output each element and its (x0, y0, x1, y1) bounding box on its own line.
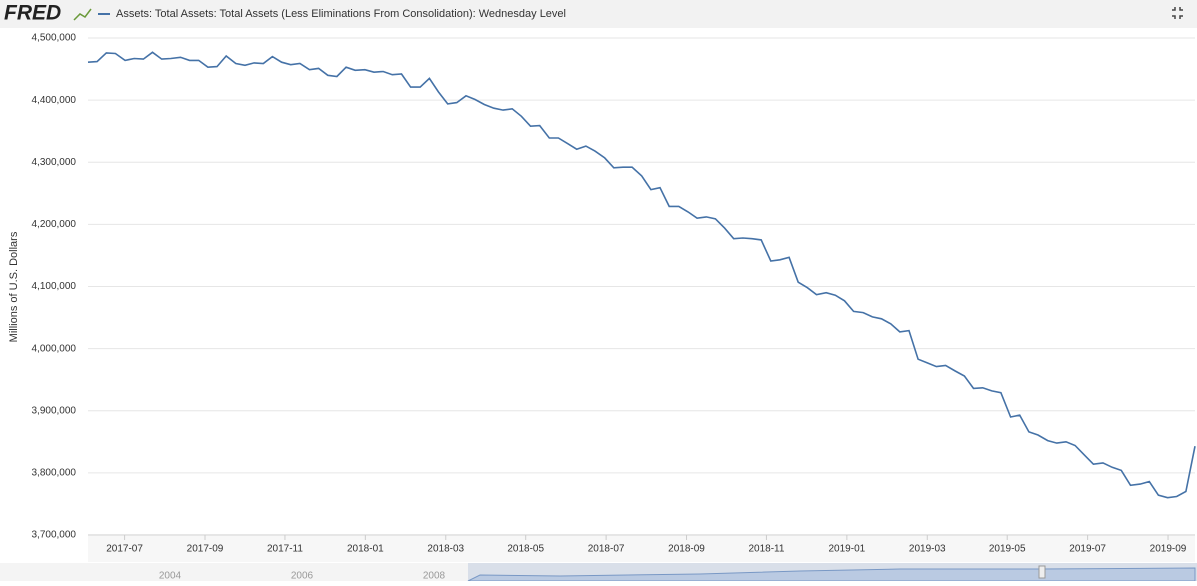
y-axis-label: Millions of U.S. Dollars (8, 231, 20, 342)
y-tick-label: 4,000,000 (32, 343, 77, 354)
x-tick-label: 2018-09 (668, 544, 705, 555)
logo-icon (73, 8, 92, 21)
navigator-label: 2006 (291, 571, 314, 581)
navigator-selection[interactable] (468, 563, 1197, 581)
x-tick-label: 2019-05 (989, 544, 1026, 555)
fullscreen-icon[interactable] (1172, 7, 1183, 19)
x-tick-label: 2019-09 (1150, 544, 1187, 555)
x-tick-label: 2019-01 (829, 544, 866, 555)
y-tick-label: 4,200,000 (32, 219, 77, 230)
navigator-label: 2008 (423, 571, 446, 581)
x-tick-label: 2018-11 (748, 544, 784, 555)
x-tick-label: 2018-07 (588, 544, 625, 555)
series-line (87, 51, 1196, 499)
navigator-handle[interactable] (1038, 565, 1046, 579)
y-tick-label: 4,400,000 (32, 95, 77, 106)
x-tick-label: 2018-05 (507, 544, 544, 555)
y-tick-label: 4,300,000 (32, 157, 77, 168)
legend-label[interactable]: Assets: Total Assets: Total Assets (Less… (116, 8, 566, 20)
header-bar (0, 0, 1197, 28)
x-tick-label: 2018-01 (347, 544, 384, 555)
y-tick-label: 3,700,000 (32, 530, 77, 541)
x-tick-label: 2017-11 (267, 544, 303, 555)
x-tick-label: 2019-07 (1069, 544, 1106, 555)
logo[interactable]: FRED (4, 2, 61, 25)
x-tick-label: 2017-09 (187, 544, 224, 555)
x-tick-label: 2018-03 (427, 544, 464, 555)
y-tick-label: 3,800,000 (32, 468, 77, 479)
navigator-area (467, 567, 1196, 582)
y-tick-label: 4,500,000 (32, 33, 77, 44)
navigator-label: 2004 (159, 571, 182, 581)
x-tick-label: 2019-03 (909, 544, 946, 555)
x-tick-label: 2017-07 (106, 544, 143, 555)
x-axis-band (88, 536, 1195, 562)
y-tick-label: 3,900,000 (32, 405, 77, 416)
y-tick-label: 4,100,000 (32, 281, 77, 292)
